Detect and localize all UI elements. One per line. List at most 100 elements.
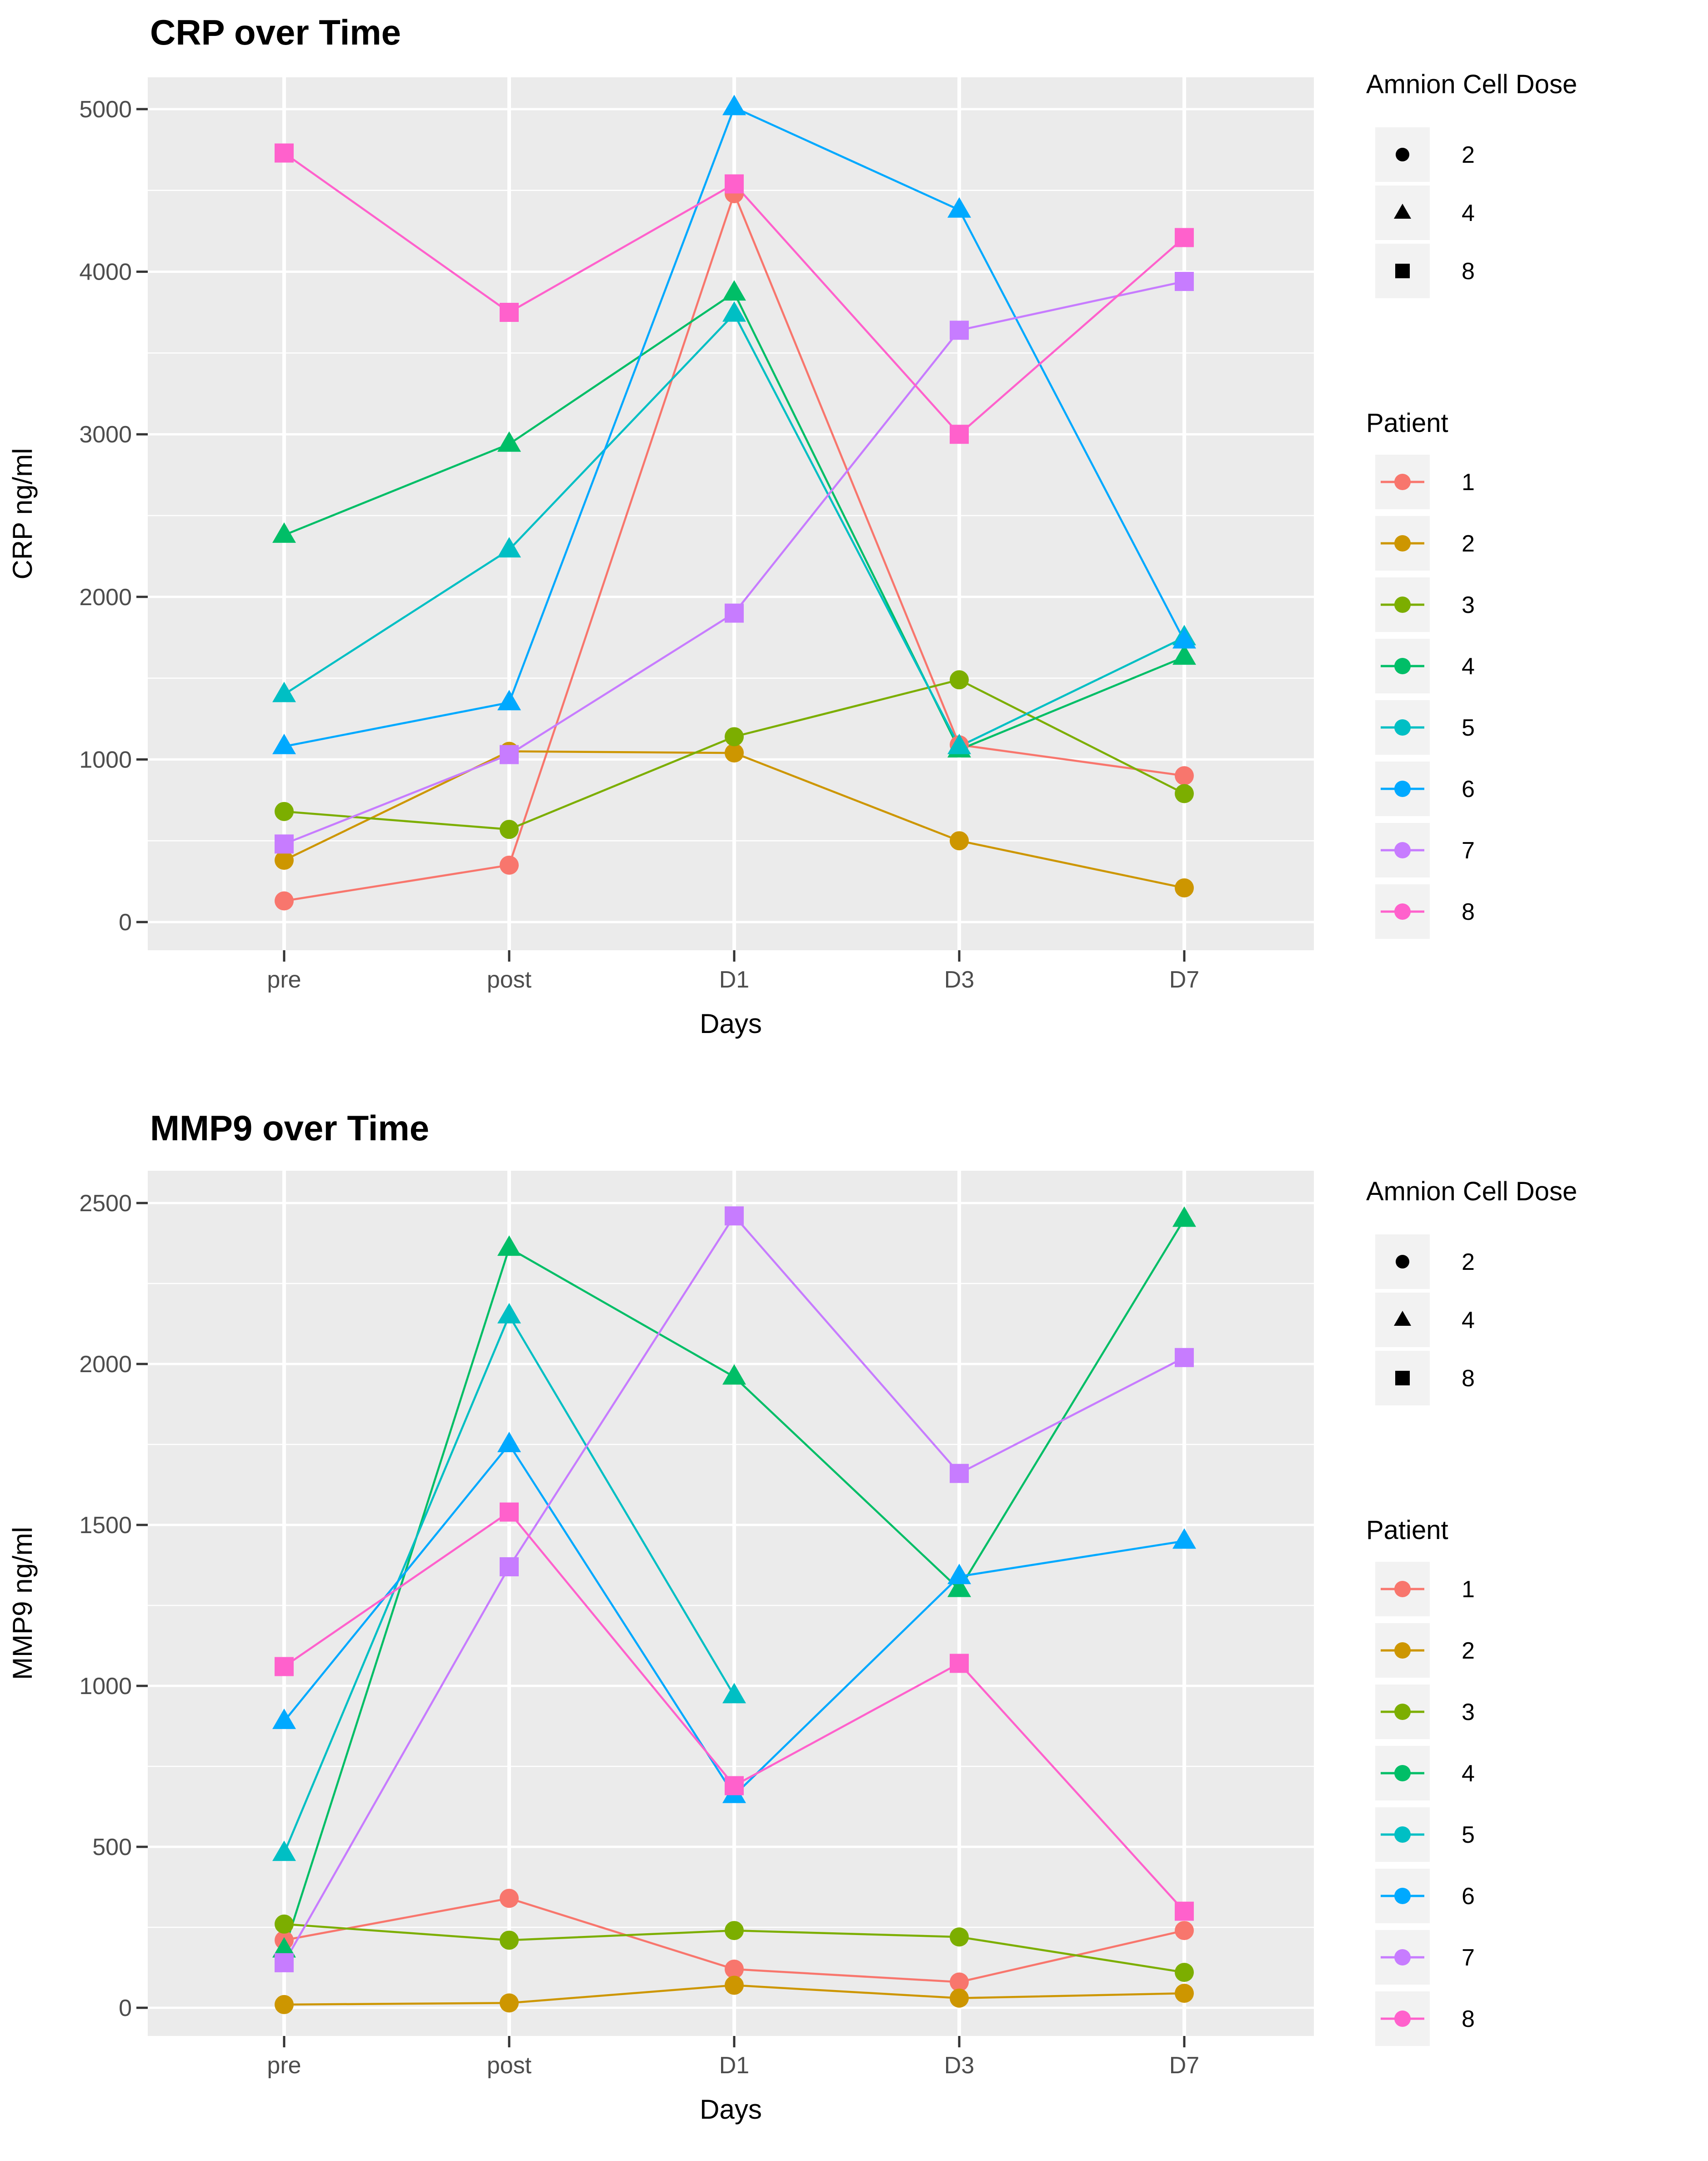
- y-axis-title: CRP ng/ml: [7, 448, 38, 580]
- data-point-patient-3-D7: [1175, 784, 1194, 803]
- patient-legend-label: 2: [1462, 1638, 1475, 1664]
- dose-legend-label: 8: [1462, 1365, 1475, 1392]
- data-point-patient-8-post: [500, 1502, 519, 1522]
- data-point-patient-7-pre: [275, 834, 294, 854]
- data-point-patient-6-post: [497, 690, 521, 711]
- data-point-patient-6-pre: [272, 733, 296, 754]
- dose-square-icon: [1395, 1371, 1410, 1385]
- x-tick-label: D7: [1169, 2052, 1199, 2079]
- data-point-patient-6-pre: [272, 1708, 296, 1729]
- data-point-patient-2-pre: [275, 1995, 294, 2014]
- data-point-patient-2-D7: [1175, 878, 1194, 897]
- x-tick-label: D1: [719, 2052, 749, 2079]
- patient-key-point: [1394, 842, 1411, 858]
- data-point-patient-1-pre: [275, 891, 294, 911]
- x-tick-label: pre: [267, 2052, 301, 2079]
- x-axis-title: Days: [700, 2094, 762, 2125]
- data-point-patient-7-D3: [950, 321, 969, 340]
- patient-legend-label: 5: [1462, 1822, 1475, 1848]
- chart-title: CRP over Time: [150, 12, 401, 52]
- patient-legend-label: 3: [1462, 592, 1475, 618]
- dose-legend-label: 8: [1462, 258, 1475, 285]
- data-point-patient-6-D3: [947, 1564, 971, 1584]
- data-point-patient-2-D1: [725, 743, 744, 763]
- x-tick-label: D7: [1169, 967, 1199, 993]
- data-point-patient-6-D1: [722, 95, 746, 115]
- y-tick-label: 1000: [79, 1673, 132, 1700]
- dose-triangle-icon: [1394, 1311, 1411, 1326]
- dose-legend-label: 4: [1462, 200, 1475, 226]
- y-tick-label: 500: [92, 1834, 132, 1860]
- patient-key-point: [1394, 1765, 1411, 1781]
- data-point-patient-7-post: [500, 1557, 519, 1577]
- patient-key-point: [1394, 1581, 1411, 1597]
- crp-chart: 0 1000 2000 3000 4000 5000 pre post D1 D3 D7 Days CR…: [7, 12, 1577, 1039]
- data-point-patient-8-D1: [725, 174, 744, 194]
- patient-key-point: [1394, 903, 1411, 920]
- data-point-patient-3-D3: [950, 670, 969, 690]
- data-point-patient-1-post: [500, 855, 519, 875]
- y-tick-label: 5000: [79, 96, 132, 123]
- data-point-patient-2-D3: [950, 831, 969, 851]
- patient-key-point: [1394, 1888, 1411, 1904]
- data-point-patient-5-D1: [722, 301, 746, 322]
- patient-key-point: [1394, 1949, 1411, 1965]
- patient-legend-label: 2: [1462, 531, 1475, 557]
- y-tick-label: 0: [119, 1995, 132, 2021]
- x-tick-label: D3: [944, 967, 974, 993]
- dose-legend-title: Amnion Cell Dose: [1366, 70, 1577, 99]
- data-point-patient-7-post: [500, 745, 519, 764]
- data-point-patient-4-pre: [272, 522, 296, 543]
- y-tick-label: 0: [119, 909, 132, 936]
- x-tick-label: pre: [267, 967, 301, 993]
- patient-legend-title: Patient: [1366, 1515, 1448, 1545]
- patient-key-point: [1394, 719, 1411, 736]
- data-point-patient-2-D7: [1175, 1984, 1194, 2003]
- patient-legend-label: 4: [1462, 653, 1475, 680]
- y-tick-label: 4000: [79, 259, 132, 286]
- dose-legend-label: 2: [1462, 142, 1475, 168]
- data-point-patient-1-D3: [950, 1972, 969, 1992]
- data-point-patient-8-D7: [1175, 228, 1194, 247]
- data-point-patient-5-post: [497, 1303, 521, 1324]
- patient-legend-label: 7: [1462, 837, 1475, 864]
- data-point-patient-6-D7: [1172, 628, 1196, 649]
- y-tick-label: 1000: [79, 747, 132, 773]
- data-point-patient-7-D7: [1175, 272, 1194, 291]
- y-tick-label: 2500: [79, 1190, 132, 1217]
- dose-legend-label: 2: [1462, 1249, 1475, 1275]
- x-axis-title: Days: [700, 1008, 762, 1039]
- data-point-patient-1-D7: [1175, 766, 1194, 786]
- chart-title: MMP9 over Time: [150, 1108, 429, 1148]
- patient-legend-label: 3: [1462, 1699, 1475, 1725]
- data-point-patient-4-D1: [722, 1364, 746, 1385]
- data-point-patient-2-post: [500, 1993, 519, 2013]
- plot-panel: [148, 77, 1314, 950]
- data-point-patient-1-D1: [725, 1960, 744, 1979]
- patient-key-point: [1394, 1704, 1411, 1720]
- patient-legend-label: 1: [1462, 1576, 1475, 1603]
- data-point-patient-8-pre: [275, 143, 294, 163]
- plot-panel: [148, 1171, 1314, 2036]
- patient-legend-label: 7: [1462, 1945, 1475, 1971]
- patient-key-point: [1394, 1642, 1411, 1659]
- data-point-patient-4-D7: [1172, 644, 1196, 665]
- patient-legend-title: Patient: [1366, 408, 1448, 438]
- patient-legend-label: 6: [1462, 776, 1475, 802]
- x-tick-label: D3: [944, 2052, 974, 2079]
- data-point-patient-6-D3: [947, 197, 971, 218]
- data-point-patient-3-pre: [275, 802, 294, 821]
- patient-key-point: [1394, 535, 1411, 552]
- data-point-patient-2-D1: [725, 1975, 744, 1995]
- data-point-patient-8-D3: [950, 425, 969, 444]
- data-point-patient-7-D1: [725, 603, 744, 623]
- data-point-patient-7-pre: [275, 1953, 294, 1972]
- data-point-patient-8-D7: [1175, 1901, 1194, 1921]
- data-point-patient-5-pre: [272, 1840, 296, 1861]
- data-point-patient-8-D1: [725, 1776, 744, 1795]
- x-tick-label: post: [487, 2052, 532, 2079]
- data-point-patient-4-pre: [272, 1937, 296, 1958]
- dose-square-icon: [1395, 264, 1410, 278]
- x-tick-label: post: [487, 967, 532, 993]
